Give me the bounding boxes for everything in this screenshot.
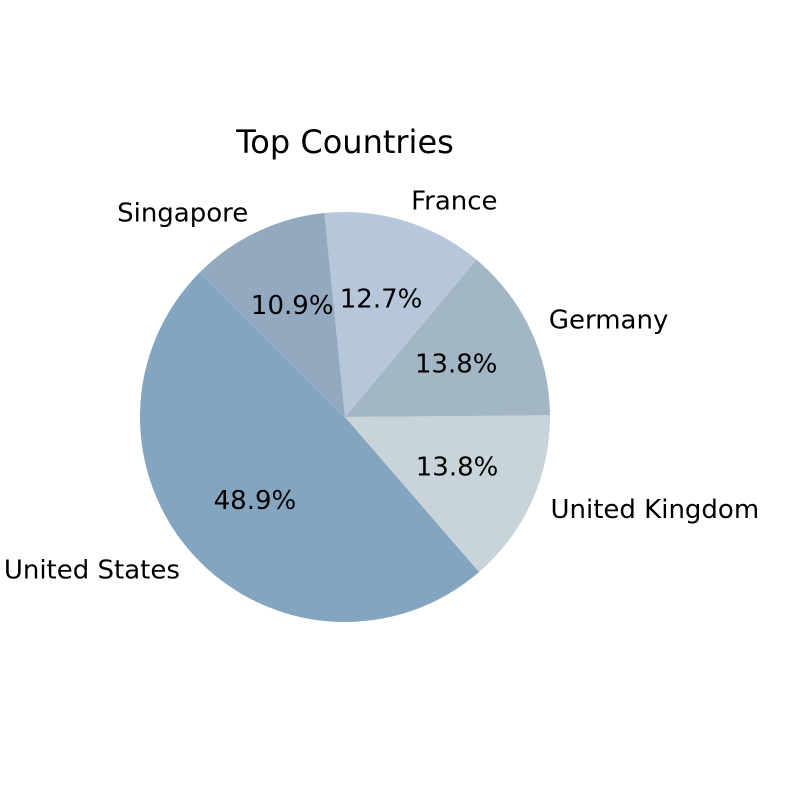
pie-slice-singapore (200, 213, 345, 417)
slice-percent-united-kingdom: 13.8% (416, 453, 499, 483)
pie-slice-germany (345, 259, 550, 417)
slice-percent-united-states: 48.9% (214, 486, 297, 516)
pie-slice-france (324, 212, 477, 417)
pie-slices (140, 212, 551, 622)
chart-title: Top Countries (235, 123, 454, 161)
slice-label-united-states: United States (4, 556, 180, 586)
slice-percent-singapore: 10.9% (251, 291, 334, 321)
slice-percent-france: 12.7% (340, 284, 423, 314)
slice-label-germany: Germany (549, 306, 669, 336)
slice-percent-germany: 13.8% (415, 349, 498, 379)
pie-slice-united-kingdom (345, 415, 551, 573)
pie-labels: United States 48.9% United Kingdom 13.8% Ger… (4, 186, 759, 585)
slice-label-united-kingdom: United Kingdom (550, 495, 759, 525)
pie-slice-united-states (140, 272, 480, 622)
slice-label-france: France (411, 186, 497, 216)
slice-label-singapore: Singapore (117, 198, 248, 228)
